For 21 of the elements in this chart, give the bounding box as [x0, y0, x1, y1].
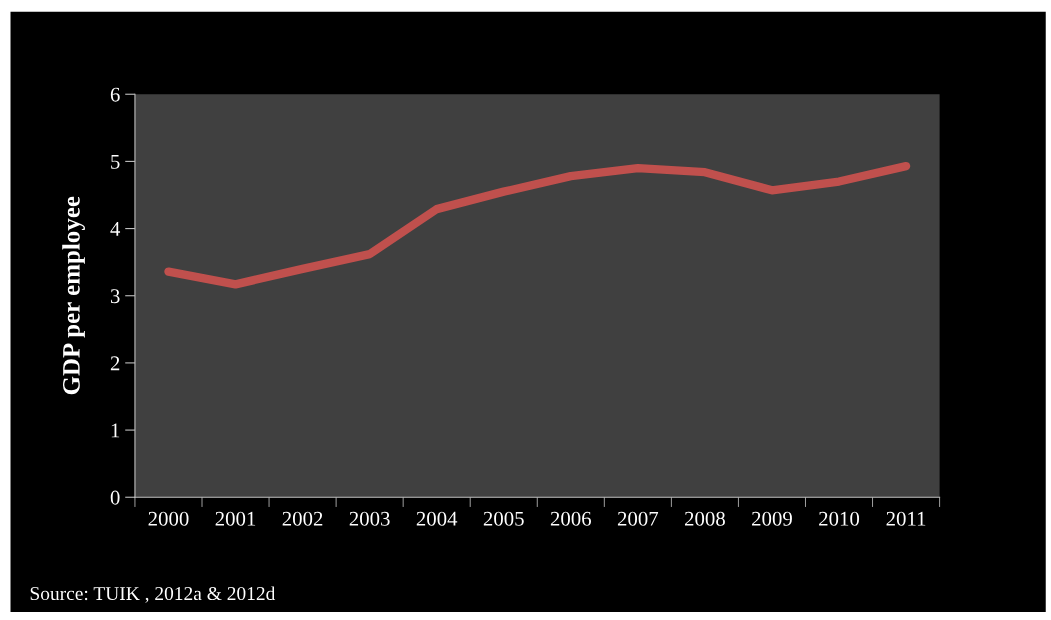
- y-tick-label: 6: [110, 87, 120, 102]
- x-tick-label: 2001: [215, 511, 256, 526]
- x-tick-label: 2003: [349, 511, 390, 526]
- x-tick-label: 2000: [148, 511, 189, 526]
- y-tick-label: 5: [111, 154, 120, 169]
- x-tick-label: 2006: [550, 511, 592, 526]
- source-note: Source: TUIK , 2012a & 2012d: [30, 586, 276, 603]
- y-tick-label: 1: [111, 423, 120, 438]
- x-tick-label: 2008: [684, 511, 725, 526]
- x-tick-label: 2007: [617, 511, 659, 526]
- y-tick-label: 4: [110, 222, 121, 236]
- x-tick-label: 2002: [282, 511, 323, 526]
- y-tick-label: 0: [110, 490, 120, 505]
- y-tick-label: 3: [110, 289, 120, 304]
- x-tick-label: 2010: [819, 511, 860, 526]
- x-tick-label: 2011: [886, 511, 926, 526]
- y-tick-label: 2: [110, 356, 120, 371]
- x-tick-label: 2005: [483, 511, 524, 526]
- x-tick-label: 2004: [416, 511, 458, 526]
- y-axis-title: GDP per employee: [62, 196, 85, 395]
- x-tick-label: 2009: [752, 511, 792, 526]
